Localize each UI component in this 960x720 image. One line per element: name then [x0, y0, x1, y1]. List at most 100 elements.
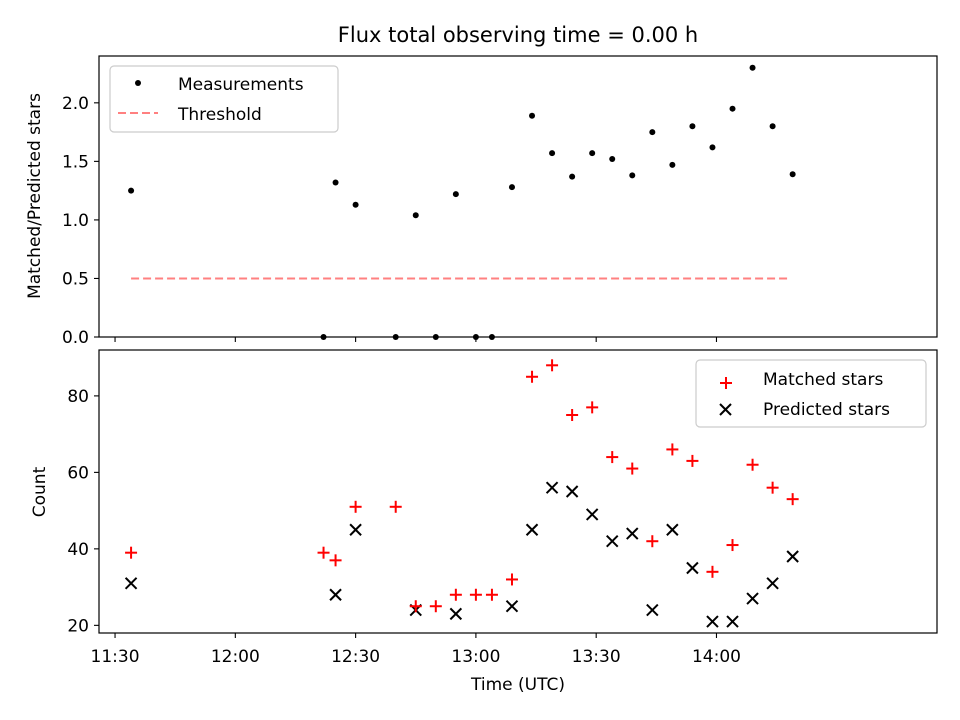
predicted-stars-point — [666, 523, 679, 536]
matched-stars-point — [666, 443, 679, 456]
measurement-point — [529, 112, 536, 119]
measurement-point — [412, 212, 419, 219]
predicted-stars-point — [124, 577, 138, 590]
legend-predicted-marker — [719, 403, 732, 416]
matched-stars-point — [389, 500, 402, 513]
matched-stars-point — [766, 481, 779, 494]
ratio-y-tick-label: 0.0 — [62, 328, 89, 348]
measurement-point — [609, 156, 616, 163]
legend-predicted-label: Predicted stars — [763, 400, 890, 420]
measurement-point — [769, 123, 776, 130]
matched-stars-point — [429, 600, 442, 613]
measurement-point — [472, 334, 479, 340]
count-marks — [124, 359, 799, 628]
count-y-tick-label: 60 — [67, 463, 89, 483]
matched-stars-point — [706, 565, 719, 578]
count-y-axis-label: Count — [30, 466, 50, 517]
matched-stars-point — [329, 554, 342, 567]
ratio-marks — [128, 64, 796, 340]
matched-stars-point — [786, 493, 799, 506]
chart-title: Flux total observing time = 0.00 h — [338, 23, 698, 47]
measurement-point — [729, 105, 736, 112]
predicted-stars-point — [565, 485, 579, 498]
predicted-stars-point — [606, 535, 619, 548]
matched-stars-point — [566, 409, 579, 422]
predicted-stars-point — [766, 577, 779, 590]
x-tick-label: 12:00 — [211, 647, 260, 667]
predicted-stars-point — [706, 615, 719, 628]
ratio-legend-box — [109, 65, 339, 133]
matched-stars-point — [646, 535, 659, 548]
x-tick-label: 13:30 — [572, 647, 621, 667]
legend-measurements-label: Measurements — [178, 75, 304, 95]
measurement-point — [549, 150, 556, 157]
measurement-point — [452, 191, 459, 198]
legend-matched-label: Matched stars — [763, 370, 883, 390]
ratio-panel: 0.00.51.01.52.0 Matched/Predicted stars … — [25, 55, 938, 348]
matched-stars-point — [469, 588, 482, 601]
matched-stars-point — [449, 588, 462, 601]
ratio-y-tick-label: 2.0 — [62, 94, 89, 114]
matched-stars-point — [586, 401, 599, 414]
measurement-point — [332, 179, 339, 186]
predicted-stars-point — [505, 600, 519, 613]
matched-stars-point — [606, 451, 619, 464]
count-legend: Matched stars Predicted stars — [695, 359, 927, 428]
ratio-y-tick-label: 1.5 — [62, 152, 89, 172]
x-tick-label: 11:30 — [91, 647, 140, 667]
measurement-point — [689, 123, 696, 130]
x-tick-label: 13:00 — [451, 647, 500, 667]
measurement-point — [569, 173, 576, 180]
matched-stars-point — [317, 546, 330, 559]
measurement-point — [432, 334, 439, 340]
count-axes-frame — [98, 349, 938, 634]
measurement-point — [392, 334, 399, 340]
ratio-y-tick-label: 1.0 — [62, 211, 89, 231]
ratio-y-ticks: 0.0 0.5 1.0 1.5 2.0 — [62, 94, 99, 348]
matched-stars-point — [626, 462, 639, 475]
ratio-y-axis-label: Matched/Predicted stars — [25, 93, 45, 299]
measurement-point — [749, 64, 756, 71]
count-y-tick-label: 40 — [67, 540, 89, 560]
predicted-stars-point — [746, 592, 759, 605]
ratio-legend: Measurements Threshold — [109, 65, 339, 133]
matched-stars-point — [726, 539, 739, 552]
count-y-ticks: 20 40 60 80 — [67, 387, 99, 636]
x-axis-label: Time (UTC) — [470, 675, 565, 695]
matched-stars-point — [546, 359, 559, 372]
count-legend-box — [695, 359, 927, 428]
measurement-point — [709, 144, 716, 151]
x-tick-label: 14:00 — [692, 647, 741, 667]
matched-stars-point — [686, 454, 699, 467]
measurement-point — [589, 150, 596, 157]
predicted-stars-point — [626, 527, 639, 540]
measurement-point — [352, 201, 359, 208]
x-tick-label: 12:30 — [331, 647, 380, 667]
legend-threshold-label: Threshold — [177, 105, 262, 125]
legend-measurements-marker — [135, 80, 141, 86]
measurement-point — [789, 171, 796, 178]
predicted-stars-point — [525, 523, 539, 536]
matched-stars-point — [746, 458, 759, 471]
predicted-stars-point — [585, 508, 599, 521]
predicted-stars-point — [686, 561, 699, 575]
count-x-ticks: 11:30 12:00 12:30 13:00 13:30 14:00 — [91, 633, 741, 667]
predicted-stars-point — [329, 588, 342, 601]
predicted-stars-point — [449, 607, 463, 621]
measurement-point — [649, 129, 656, 136]
predicted-stars-point — [786, 550, 799, 563]
predicted-stars-point — [646, 603, 659, 617]
ratio-y-tick-label: 0.5 — [62, 269, 89, 289]
measurement-point — [128, 187, 135, 194]
matched-stars-point — [505, 573, 518, 586]
measurement-point — [488, 334, 495, 340]
matched-stars-point — [526, 370, 539, 383]
matched-stars-point — [485, 588, 498, 601]
matched-stars-point — [409, 600, 422, 613]
measurement-point — [320, 334, 327, 340]
count-y-tick-label: 20 — [67, 616, 89, 636]
measurement-point — [629, 172, 636, 179]
predicted-stars-point — [726, 615, 739, 628]
